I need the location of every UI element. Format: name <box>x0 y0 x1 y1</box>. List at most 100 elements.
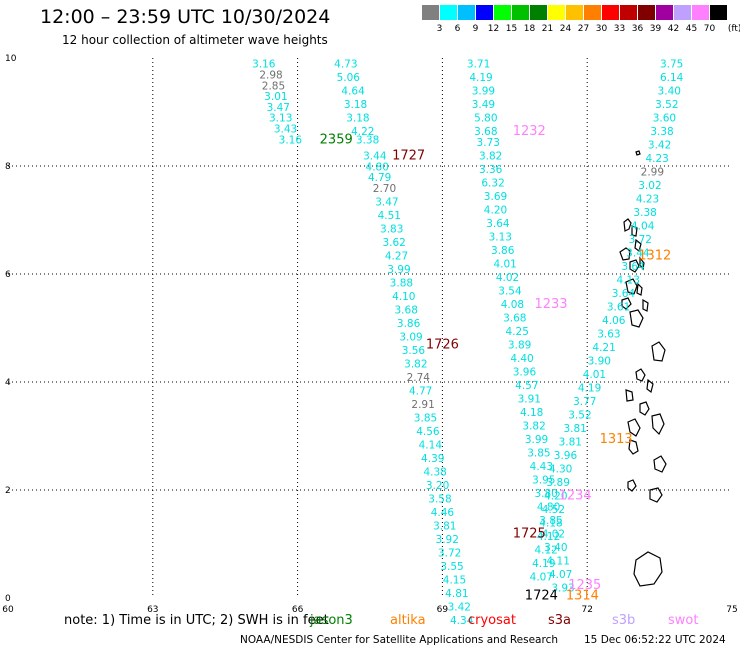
maldives-coastline <box>619 150 667 587</box>
pass-time-label: 1232 <box>513 124 546 139</box>
wave-height-value: 3.99 <box>387 264 410 276</box>
y-tick-label: 10 <box>5 54 17 64</box>
wave-height-value: 4.57 <box>515 380 538 392</box>
wave-height-value: 3.86 <box>397 318 421 330</box>
legend-swatch <box>512 5 529 20</box>
wave-height-value: 3.54 <box>498 286 522 298</box>
wave-height-value: 4.23 <box>645 153 668 165</box>
legend-label: 21 <box>541 24 554 34</box>
x-tick-label: 69 <box>437 605 449 615</box>
wave-height-value: 4.79 <box>368 172 391 184</box>
wave-height-value: 3.82 <box>522 421 545 433</box>
wave-height-value: 4.20 <box>544 491 567 503</box>
wave-height-value: 4.80 <box>537 502 560 514</box>
wave-height-value: 3.44 <box>626 248 650 260</box>
legend-swatch <box>620 5 637 20</box>
legend-swatch <box>710 5 727 20</box>
wave-height-value: 3.68 <box>503 313 526 325</box>
legend-label: 36 <box>631 24 644 34</box>
pass-time-label: 1312 <box>638 248 671 263</box>
wave-height-value: 4.01 <box>493 259 516 271</box>
wave-height-value: 3.75 <box>660 59 683 71</box>
wave-height-value: 2.98 <box>259 70 282 82</box>
wave-height-value: 4.43 <box>530 461 553 473</box>
wave-height-value: 4.11 <box>547 556 570 568</box>
wave-height-value: 3.18 <box>344 99 367 111</box>
wave-height-value: 3.49 <box>472 99 495 111</box>
wave-height-value: 4.23 <box>636 194 659 206</box>
wave-height-value: 3.69 <box>484 191 507 203</box>
wave-height-value: 3.93 <box>551 583 574 595</box>
wave-height-value: 4.51 <box>378 210 401 222</box>
wave-height-value: 4.25 <box>506 326 529 338</box>
legend-swatch <box>656 5 673 20</box>
wave-height-value: 3.71 <box>467 59 490 71</box>
legend-label: 3 <box>436 24 443 34</box>
wave-height-value: 4.15 <box>443 574 466 586</box>
map-grid: 60 63 66 69 72 75 0 2 4 6 8 10 <box>2 54 737 615</box>
wave-height-value: 4.12 <box>534 545 557 557</box>
legend-swatch <box>674 5 691 20</box>
legend-label: 9 <box>472 24 479 34</box>
pass-time-label: 1314 <box>566 589 599 604</box>
y-tick-label: 2 <box>5 486 11 496</box>
wave-height-value: 3.85 <box>414 412 437 424</box>
legend-label: 15 <box>505 24 518 34</box>
wave-height-value: 2.91 <box>411 399 434 411</box>
wave-height-value: 4.01 <box>583 369 606 381</box>
wave-height-value: 2.85 <box>262 80 285 92</box>
wave-height-value: 3.95 <box>532 475 555 487</box>
wave-height-value: 3.09 <box>399 331 422 343</box>
wave-height-value: 3.83 <box>380 223 403 235</box>
pass-time-labels: 2359 1727 1232 1312 1233 1726 1313 1234 1725 1235… <box>320 124 672 603</box>
wave-height-value: 4.34 <box>450 615 474 627</box>
legend-label: 12 <box>487 24 500 34</box>
legend-label: 27 <box>577 24 590 34</box>
x-tick-label: 72 <box>581 605 592 615</box>
wave-height-value: 3.64 <box>486 218 510 230</box>
wave-height-value: 3.42 <box>648 140 671 152</box>
wave-height-value: 3.91 <box>518 394 541 406</box>
wave-height-value: 3.44 <box>363 151 387 163</box>
wave-height-value: 3.38 <box>633 207 656 219</box>
wave-height-value: 3.81 <box>433 520 456 532</box>
legend-swatch <box>638 5 655 20</box>
generated-timestamp: 15 Dec 06:52:22 UTC 2024 <box>584 634 726 646</box>
pass-time-label: 1724 <box>525 589 558 604</box>
wave-height-value: 3.52 <box>568 410 591 422</box>
wave-height-value: 2.74 <box>407 372 431 384</box>
legend-swatch <box>548 5 565 20</box>
satellite-cryosat: cryosat <box>468 613 516 628</box>
wave-height-value: 4.06 <box>602 315 626 327</box>
wave-height-value: 5.80 <box>474 113 497 125</box>
legend-label: 30 <box>595 24 608 34</box>
legend-swatch <box>494 5 511 20</box>
y-tick-label: 0 <box>5 594 11 604</box>
legend-label: 24 <box>559 24 572 34</box>
wave-height-value: 3.92 <box>436 534 459 546</box>
wave-height-value: 4.19 <box>578 383 601 395</box>
wave-height-value: 3.81 <box>563 423 586 435</box>
wave-height-readings: 3.162.982.853.013.473.133.433.164.735.06… <box>252 59 684 627</box>
legend-swatch <box>692 5 709 20</box>
wave-height-value: 4.18 <box>520 407 543 419</box>
pass-time-label: 1235 <box>568 578 601 593</box>
satellite-swot: swot <box>668 613 699 628</box>
wave-height-value: 3.01 <box>264 91 287 103</box>
wave-height-value: 4.02 <box>496 272 519 284</box>
x-tick-label: 63 <box>147 605 158 615</box>
wave-height-value: 4.12 <box>537 531 560 543</box>
wave-height-value: 4.13 <box>617 275 640 287</box>
wave-height-value: 4.18 <box>539 518 562 530</box>
wave-height-value: 3.47 <box>375 196 398 208</box>
legend-label: 33 <box>613 24 626 34</box>
legend-label: 6 <box>454 24 461 34</box>
satellite-jason3: jason3 <box>310 613 353 628</box>
wave-height-value: 6.14 <box>660 72 684 84</box>
wave-height-value: 3.89 <box>508 340 531 352</box>
wave-height-value: 3.61 <box>607 302 630 314</box>
wave-height-value: 4.46 <box>431 507 455 519</box>
wave-height-value: 5.06 <box>337 72 361 84</box>
wave-height-value: 4.27 <box>385 250 408 262</box>
